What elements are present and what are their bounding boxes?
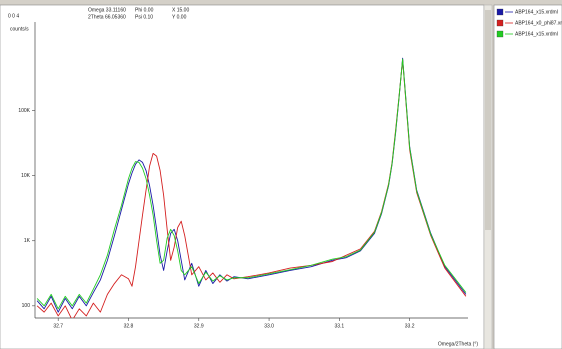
x-tick-label: 33.2 [405,323,415,329]
y-axis-label: counts/s [10,26,29,32]
reflection-label: 0 0 4 [8,13,19,19]
legend-swatch [496,30,504,38]
y-tick-label: 100K [18,108,30,114]
legend-label: ABP164_x15.xrdml [515,31,558,37]
scroll-thumb[interactable] [485,10,491,230]
legend-swatch [496,19,504,27]
annotation: Omega 33.11160 [88,7,126,13]
annotation: Phi 0.00 [135,7,154,13]
y-tick-label: 100 [22,303,31,309]
legend-panel [493,4,562,349]
annotation: Psi 0.10 [135,14,153,20]
x-tick-label: 33.1 [334,323,344,329]
plot-panel [0,4,485,349]
x-axis-label: Omega/2Theta (°) [438,341,478,347]
annotation: 2Theta 66.05360 [88,14,126,20]
x-tick-label: 32.7 [53,323,63,329]
x-tick-label: 33.0 [264,323,274,329]
legend-label: ABP164_x0_phi87.xrdml [515,20,562,26]
annotation: Y 0.00 [172,14,187,20]
annotation: X 15.00 [172,7,189,13]
x-tick-label: 32.9 [194,323,204,329]
y-tick-label: 10K [21,173,31,179]
y-tick-label: 1K [24,238,31,244]
x-tick-label: 32.8 [124,323,134,329]
series-line [36,58,467,310]
legend-label: ABP164_x15.xrdml [515,9,558,15]
legend-swatch [496,8,504,16]
toolbar-strip [0,0,562,5]
series-group [36,57,467,318]
